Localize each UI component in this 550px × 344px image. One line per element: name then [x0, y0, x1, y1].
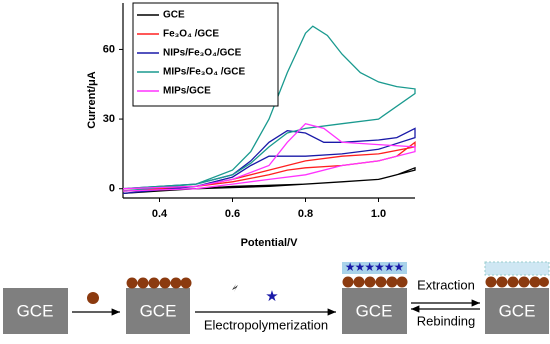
scheme: GCE GCE ★ Electropolymerization ★★★★★★ G…: [3, 260, 550, 334]
template-layer: ★★★★★★: [345, 260, 404, 274]
nanoparticle-layer: [485, 276, 549, 288]
legend-label: NIPs/Fe₃O₄/GCE: [163, 48, 242, 59]
step-label: Extraction: [417, 277, 475, 292]
x-tick-label: 0.8: [298, 208, 313, 220]
nanoparticle: [87, 292, 99, 304]
x-tick-label: 1.0: [371, 208, 386, 220]
polymer-layer: [342, 262, 407, 274]
series-line: [122, 25, 416, 192]
electrode-label: GCE: [499, 301, 536, 320]
x-tick-label: 0.6: [225, 208, 240, 220]
plot: 0 30 60 0.4 0.6 0.8 1.0 GCE Fe₃O₄ /GCE NIPs/Fe₃O₄…: [103, 2, 416, 220]
star-icon: ★: [265, 288, 278, 305]
series-line: [122, 127, 416, 195]
electrode: [126, 288, 190, 334]
legend-label: GCE: [163, 10, 185, 21]
x-tick-label: 0.4: [152, 208, 168, 220]
electrode: [3, 288, 68, 334]
x-axis-title: Potential/V: [241, 237, 299, 249]
step-label: Rebinding: [417, 313, 476, 328]
imprinted-layer: [484, 261, 550, 276]
electrode-label: GCE: [17, 301, 54, 320]
step-label: Electropolymerization: [204, 317, 328, 332]
legend-label: Fe₃O₄ /GCE: [163, 29, 219, 40]
y-tick-label: 0: [109, 183, 115, 195]
nanoparticle-layer: [126, 277, 192, 289]
electrode-label: GCE: [140, 301, 177, 320]
legend-label: MIPs/Fe₃O₄ /GCE: [163, 67, 246, 78]
y-tick-label: 30: [103, 113, 115, 125]
y-tick-label: 60: [103, 43, 115, 55]
series-line: [122, 140, 416, 192]
y-axis-title: Current/μA: [86, 71, 98, 129]
legend-box: [132, 2, 279, 107]
series-line: [122, 166, 416, 195]
legend-label: MIPs/GCE: [163, 86, 211, 97]
electrode: [485, 288, 549, 334]
electrode: [342, 288, 407, 334]
electrode-label: GCE: [356, 301, 393, 320]
nanoparticle-layer: [342, 276, 408, 288]
lightning-icon: [232, 284, 238, 292]
series-line: [122, 122, 416, 192]
